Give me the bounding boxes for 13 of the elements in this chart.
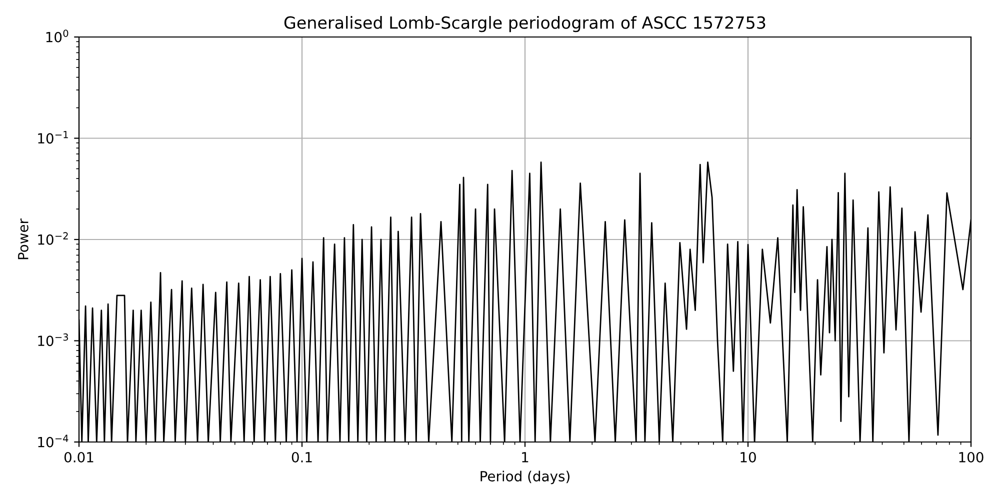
chart-title: Generalised Lomb-Scargle periodogram of ASCC 1572753: [284, 16, 766, 32]
y-tick-label: 10$^{−1}$: [38, 131, 68, 144]
x-tick-label: 10: [740, 452, 756, 462]
y-tick-label: 10$^{−3}$: [38, 333, 68, 346]
x-tick-label: 1: [522, 452, 528, 462]
y-axis-title: Power: [18, 218, 28, 260]
x-tick-label: 100: [959, 452, 984, 462]
x-axis-title: Period (days): [480, 470, 570, 484]
y-tick-label: 10$^{−4}$: [38, 434, 68, 448]
y-tick-label: 10$^{−2}$: [38, 232, 68, 245]
y-tick-label: 10$^{0}$: [46, 30, 68, 42]
x-tick-label: 0.01: [64, 452, 94, 462]
x-tick-label: 0.1: [292, 452, 312, 462]
